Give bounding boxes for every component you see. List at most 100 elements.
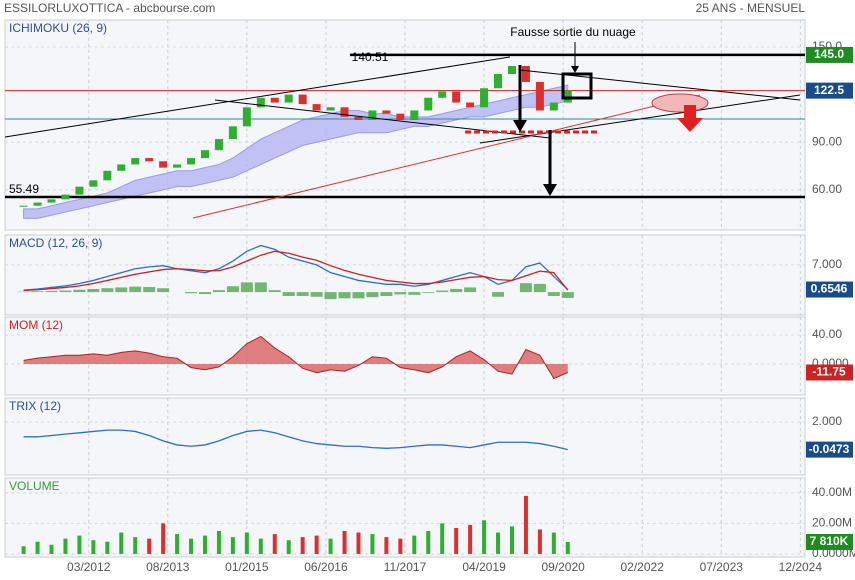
histogram-bar — [87, 288, 100, 293]
histogram-bar — [296, 292, 309, 296]
histogram-bar — [59, 290, 72, 293]
histogram-bar — [561, 292, 574, 298]
histogram-bar — [352, 292, 365, 299]
candle — [33, 202, 42, 206]
volume-bar — [398, 538, 403, 554]
value-box-label: -0.0473 — [809, 442, 850, 456]
value-box — [806, 441, 853, 458]
candle — [549, 102, 558, 111]
value-box — [806, 281, 853, 298]
trend-line — [4, 56, 511, 138]
indicator-line — [23, 429, 568, 451]
candle — [75, 186, 84, 195]
volume-bar — [203, 535, 207, 554]
volume-bar — [35, 541, 40, 554]
candle — [312, 104, 321, 111]
candle — [145, 158, 154, 162]
candle — [242, 107, 251, 127]
histogram-bar — [45, 290, 58, 293]
candle — [424, 97, 433, 111]
volume-bar — [551, 532, 556, 554]
value-box — [806, 364, 853, 381]
candle — [201, 150, 209, 159]
volume-bar — [342, 531, 347, 554]
candle — [354, 116, 363, 120]
panel-title: VOLUME — [9, 479, 60, 493]
volume-bar — [286, 540, 291, 554]
x-tick-label: 01/2015 — [225, 560, 269, 574]
histogram-bar — [310, 292, 323, 297]
histogram-bar — [31, 291, 44, 293]
volume-bar — [21, 546, 26, 554]
target-zone — [651, 93, 709, 113]
volume-bar — [509, 526, 514, 554]
y-tick-label: 2.000 — [812, 414, 842, 428]
volume-bar — [105, 541, 110, 554]
x-tick-label: 08/2013 — [146, 560, 190, 574]
trend-line — [192, 94, 701, 219]
annotations-layer — [4, 42, 801, 219]
histogram-bar — [338, 292, 351, 299]
candle — [173, 164, 182, 168]
volume-bar — [440, 523, 445, 554]
volume-bar — [49, 544, 54, 554]
histogram-bar — [129, 286, 142, 293]
volume-bar — [161, 523, 166, 554]
momentum-area — [23, 336, 568, 379]
panel-title: ICHIMOKU (26, 9) — [9, 21, 107, 35]
value-box-label: 0.6546 — [811, 282, 848, 296]
histogram-bar — [436, 290, 449, 293]
panel-title: MOM (12) — [9, 318, 63, 332]
volume-bar — [230, 537, 235, 554]
volume-bar — [328, 538, 333, 554]
volume-bar — [370, 534, 375, 554]
histogram-bar — [394, 292, 407, 295]
histogram-bar — [282, 292, 295, 296]
momentum-line — [23, 335, 568, 380]
candle — [535, 81, 544, 111]
volume-bar — [189, 538, 194, 554]
arrow-head — [543, 184, 557, 196]
volume-bar — [496, 532, 501, 554]
volume-bar — [356, 532, 361, 554]
candle — [131, 158, 140, 165]
x-tick-label: 12/2024 — [779, 560, 823, 574]
value-box — [806, 534, 853, 551]
volume-bar — [77, 535, 82, 554]
histogram-bar — [492, 292, 505, 297]
candle — [270, 97, 279, 103]
volume-bar — [91, 540, 96, 554]
candle — [103, 170, 112, 181]
down-arrow — [677, 105, 703, 132]
candle — [507, 66, 516, 74]
volume-bar — [175, 534, 180, 554]
x-tick-label: 09/2020 — [541, 560, 585, 574]
candle — [494, 73, 503, 89]
volume-bar — [523, 495, 528, 554]
volume-bar — [244, 532, 249, 554]
histogram-bar — [240, 282, 253, 293]
candle — [410, 110, 419, 120]
volume-bar — [147, 538, 152, 554]
histogram-bar — [101, 288, 114, 293]
volume-bar — [426, 531, 431, 554]
x-tick-label: 07/2023 — [700, 560, 744, 574]
candle — [117, 164, 126, 171]
x-tick-label: 04/2019 — [462, 560, 506, 574]
histogram-bar — [380, 292, 393, 296]
annotation: Fausse sortie du nuage — [510, 25, 636, 39]
volume-bar — [537, 529, 542, 554]
candle — [298, 94, 307, 105]
x-tick-label: 02/2022 — [621, 560, 665, 574]
highlight-box — [561, 72, 593, 100]
candle — [326, 107, 335, 111]
candle — [19, 205, 28, 207]
volume-bar — [272, 534, 277, 554]
volume-bar — [314, 535, 319, 554]
candle — [61, 194, 70, 200]
histogram-bar — [185, 292, 198, 294]
candle — [368, 110, 377, 120]
volume-bar — [412, 535, 417, 554]
histogram-bar — [143, 287, 156, 293]
